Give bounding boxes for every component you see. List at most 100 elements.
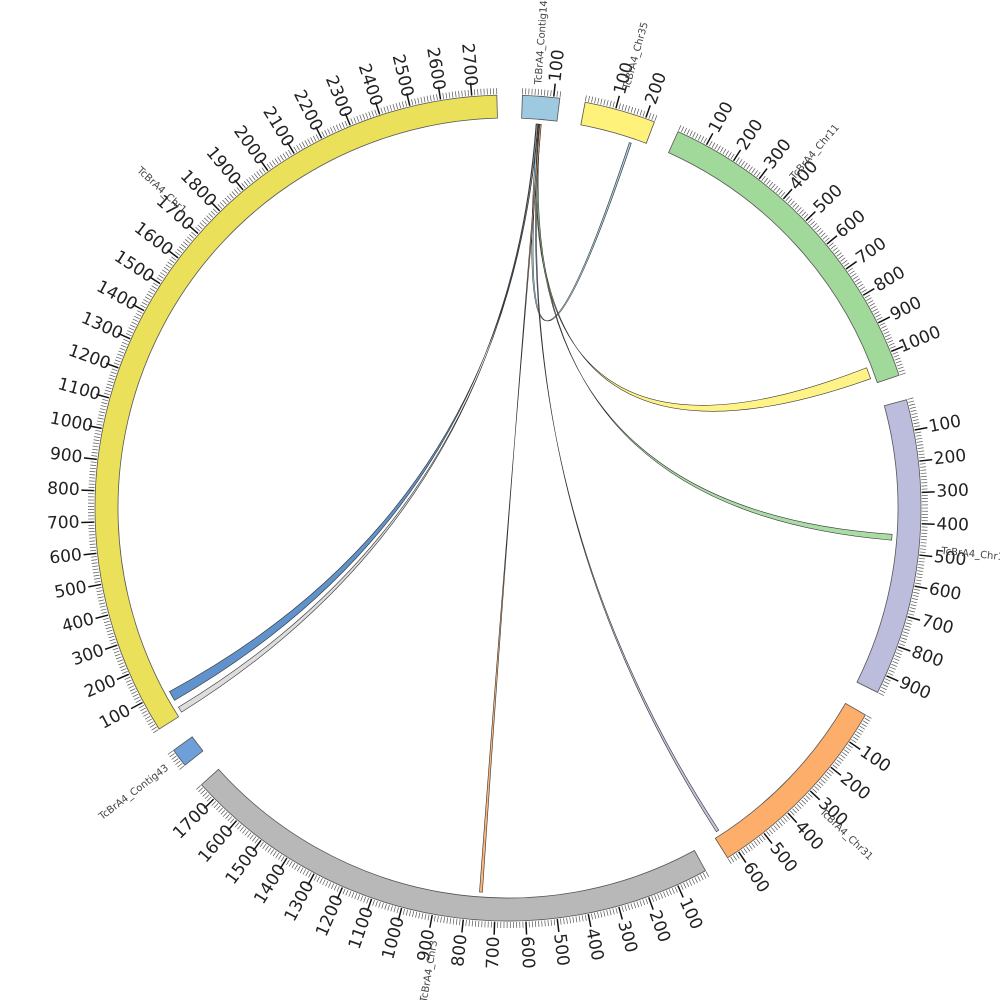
minor-tick	[374, 109, 377, 116]
minor-tick	[107, 632, 114, 636]
minor-tick	[90, 549, 97, 552]
minor-tick	[899, 372, 906, 376]
minor-tick	[171, 256, 177, 261]
segment-name-label: TcBrA4_Contig43	[96, 763, 171, 823]
minor-tick	[101, 611, 108, 614]
minor-tick	[756, 171, 761, 178]
minor-tick	[627, 105, 631, 112]
minor-tick	[362, 113, 366, 120]
minor-tick	[642, 899, 646, 906]
minor-tick	[861, 723, 867, 727]
minor-tick	[107, 380, 114, 384]
minor-tick	[296, 144, 300, 151]
minor-tick	[451, 91, 454, 98]
minor-tick	[559, 91, 562, 98]
minor-tick	[415, 911, 418, 918]
minor-tick	[213, 803, 219, 809]
minor-tick	[91, 452, 98, 454]
link-ribbon	[178, 123, 539, 713]
tick-label: 1400	[93, 277, 141, 315]
minor-tick	[703, 137, 707, 144]
minor-tick	[857, 728, 864, 733]
minor-tick	[717, 145, 721, 152]
major-tick	[587, 913, 592, 928]
tick-label: 1600	[130, 218, 177, 260]
minor-tick	[785, 814, 790, 820]
minor-tick	[796, 804, 802, 809]
minor-tick	[243, 181, 249, 187]
minor-tick	[227, 816, 233, 822]
minor-tick	[365, 112, 369, 119]
minor-tick	[146, 718, 152, 723]
tick-label: 600	[832, 206, 870, 242]
minor-tick	[913, 422, 920, 425]
minor-tick	[280, 856, 285, 862]
minor-tick	[104, 389, 111, 393]
minor-tick	[308, 872, 312, 878]
minor-tick	[132, 693, 139, 698]
tick-label: 700	[919, 611, 956, 639]
minor-tick	[356, 116, 360, 122]
tick-label: 100	[856, 742, 894, 777]
minor-tick	[588, 95, 590, 102]
minor-tick	[856, 731, 862, 736]
minor-tick	[686, 129, 690, 135]
minor-tick	[807, 218, 813, 224]
minor-tick	[683, 882, 687, 889]
minor-tick	[805, 795, 811, 800]
minor-tick	[121, 671, 128, 675]
minor-tick	[202, 792, 208, 797]
minor-tick	[864, 294, 871, 299]
minor-tick	[148, 721, 154, 726]
minor-tick	[153, 282, 159, 287]
minor-tick	[787, 198, 793, 204]
minor-tick	[344, 120, 348, 127]
minor-tick	[714, 143, 719, 150]
tick-label: 700	[852, 234, 890, 269]
minor-tick	[350, 118, 354, 125]
minor-tick	[92, 448, 99, 451]
ideogram-band	[580, 101, 655, 144]
minor-tick	[890, 666, 896, 670]
tick-label: 2500	[388, 52, 418, 99]
minor-tick	[196, 785, 201, 790]
segment-tcbra4-chr3: 1002003004005006007008009001000110012001…	[169, 768, 710, 1000]
minor-tick	[123, 338, 130, 342]
tick-label: 2100	[258, 103, 297, 150]
minor-tick	[380, 107, 383, 114]
major-tick	[886, 675, 899, 682]
tick-label: 400	[60, 609, 97, 637]
major-tick	[210, 201, 221, 212]
major-tick	[645, 105, 651, 118]
minor-tick	[109, 374, 116, 378]
minor-tick	[288, 861, 293, 867]
links-layer	[169, 123, 893, 893]
minor-tick	[566, 917, 568, 924]
minor-tick	[178, 246, 185, 251]
tick-label: 200	[644, 908, 674, 945]
minor-tick	[98, 414, 105, 417]
minor-tick	[775, 823, 781, 829]
minor-tick	[919, 548, 926, 550]
major-tick	[307, 873, 315, 886]
tick-label: 400	[936, 514, 969, 535]
minor-tick	[894, 357, 901, 361]
minor-tick	[421, 913, 424, 920]
minor-tick	[894, 655, 901, 658]
minor-tick	[115, 356, 122, 360]
minor-tick	[903, 628, 910, 631]
major-tick	[83, 457, 97, 461]
minor-tick	[105, 626, 112, 630]
minor-tick	[915, 434, 922, 437]
major-tick	[116, 673, 130, 681]
major-tick	[469, 82, 473, 96]
tick-label: 1000	[896, 322, 944, 357]
minor-tick	[141, 301, 148, 306]
minor-tick	[342, 888, 346, 895]
minor-tick	[94, 580, 101, 583]
tick-label: 800	[448, 933, 471, 967]
minor-tick	[132, 318, 139, 323]
minor-tick	[423, 96, 426, 103]
major-tick	[81, 489, 95, 492]
minor-tick	[683, 127, 688, 134]
